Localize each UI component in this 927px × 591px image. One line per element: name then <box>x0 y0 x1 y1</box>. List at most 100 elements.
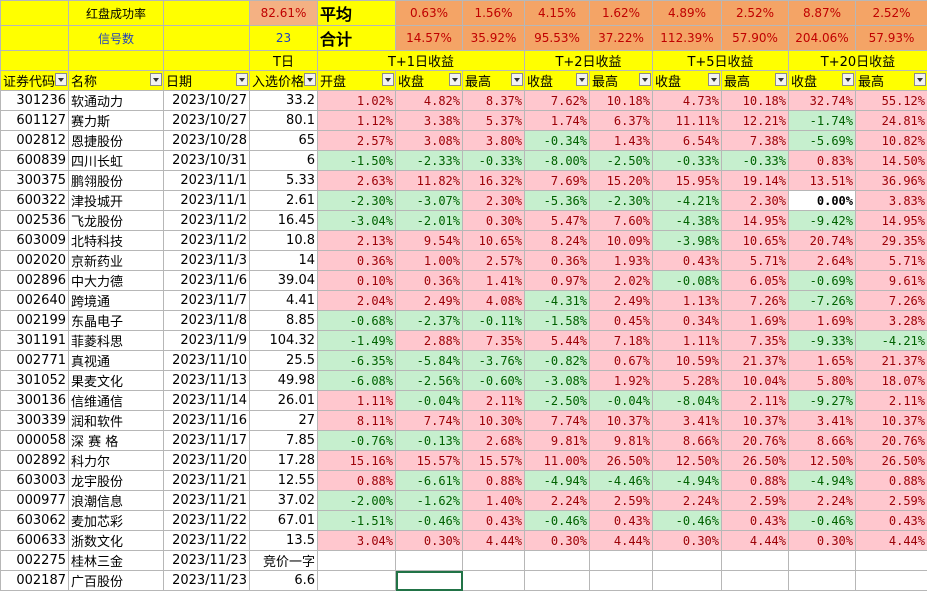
cell-return[interactable]: 1.40% <box>463 491 525 511</box>
cell-price[interactable]: 6 <box>250 151 318 171</box>
cell-return[interactable]: 4.44% <box>856 531 927 551</box>
cell-return[interactable]: 10.82% <box>856 131 927 151</box>
cell-price[interactable]: 13.5 <box>250 531 318 551</box>
cell-return[interactable]: 12.21% <box>722 111 789 131</box>
cell-return[interactable]: 1.69% <box>722 311 789 331</box>
cell-return[interactable]: 7.26% <box>856 291 927 311</box>
cell-return[interactable]: -0.69% <box>789 271 856 291</box>
cell-code[interactable]: 600839 <box>1 151 69 171</box>
cell-return[interactable]: 9.54% <box>396 231 463 251</box>
col-header-t1-close[interactable]: 收盘 <box>396 71 463 91</box>
cell-date[interactable]: 2023/11/6 <box>164 271 250 291</box>
cell-return[interactable]: 20.74% <box>789 231 856 251</box>
cell-return[interactable]: 0.83% <box>789 151 856 171</box>
filter-dropdown-icon[interactable] <box>775 73 787 86</box>
cell-return[interactable]: -1.49% <box>318 331 396 351</box>
cell-code[interactable]: 002187 <box>1 571 69 591</box>
cell-date[interactable]: 2023/11/23 <box>164 551 250 571</box>
cell-name[interactable]: 跨境通 <box>69 291 164 311</box>
cell-price[interactable]: 6.6 <box>250 571 318 591</box>
cell-return[interactable]: 5.28% <box>653 371 722 391</box>
cell-return[interactable]: -2.50% <box>590 151 653 171</box>
cell-return[interactable]: 0.30% <box>396 531 463 551</box>
cell-return[interactable]: 7.74% <box>396 411 463 431</box>
cell-name[interactable]: 京新药业 <box>69 251 164 271</box>
cell-blank[interactable] <box>164 1 250 26</box>
cell-return[interactable]: 9.61% <box>856 271 927 291</box>
cell-return[interactable]: 2.24% <box>525 491 590 511</box>
cell-price[interactable]: 26.01 <box>250 391 318 411</box>
cell-date[interactable]: 2023/11/8 <box>164 311 250 331</box>
cell-return[interactable]: 0.97% <box>525 271 590 291</box>
cell-return[interactable]: 1.92% <box>590 371 653 391</box>
cell-return[interactable]: -0.33% <box>463 151 525 171</box>
cell-return[interactable]: 0.00% <box>789 191 856 211</box>
cell-blank[interactable] <box>164 51 250 71</box>
cell-price[interactable]: 49.98 <box>250 371 318 391</box>
cell-return[interactable]: 26.50% <box>722 451 789 471</box>
cell-return[interactable]: 0.30% <box>653 531 722 551</box>
cell-price[interactable]: 104.32 <box>250 331 318 351</box>
cell-return[interactable]: 1.11% <box>653 331 722 351</box>
cell-return[interactable]: 0.88% <box>722 471 789 491</box>
cell-return[interactable]: -0.46% <box>653 511 722 531</box>
cell-return[interactable]: 14.50% <box>856 151 927 171</box>
cell-return[interactable]: 9.81% <box>590 431 653 451</box>
total-value[interactable]: 14.57% <box>396 26 463 51</box>
cell-date[interactable]: 2023/11/2 <box>164 231 250 251</box>
cell-return[interactable]: -1.51% <box>318 511 396 531</box>
cell-return[interactable]: -2.50% <box>525 391 590 411</box>
cell-return[interactable] <box>318 551 396 571</box>
cell-return[interactable]: 2.13% <box>318 231 396 251</box>
cell-return[interactable]: -9.42% <box>789 211 856 231</box>
total-value[interactable]: 95.53% <box>525 26 590 51</box>
cell-name[interactable]: 飞龙股份 <box>69 211 164 231</box>
cell-return[interactable]: 1.43% <box>590 131 653 151</box>
cell-return[interactable]: -1.74% <box>789 111 856 131</box>
cell-return[interactable]: -0.46% <box>525 511 590 531</box>
cell-return[interactable]: 5.71% <box>856 251 927 271</box>
cell-return[interactable]: -0.60% <box>463 371 525 391</box>
group-t20-header[interactable]: T+20日收益 <box>789 51 927 71</box>
cell-name[interactable]: 浪潮信息 <box>69 491 164 511</box>
cell-return[interactable]: 2.88% <box>396 331 463 351</box>
cell-date[interactable]: 2023/11/16 <box>164 411 250 431</box>
cell-return[interactable]: 11.00% <box>525 451 590 471</box>
count-label[interactable]: 信号数 <box>69 26 164 51</box>
cell-return[interactable]: 15.57% <box>463 451 525 471</box>
cell-return[interactable]: 12.50% <box>789 451 856 471</box>
cell-return[interactable]: 4.73% <box>653 91 722 111</box>
col-header-t1-open[interactable]: 开盘 <box>318 71 396 91</box>
cell-name[interactable]: 四川长虹 <box>69 151 164 171</box>
col-header-t2-high[interactable]: 最高 <box>590 71 653 91</box>
filter-dropdown-icon[interactable] <box>236 73 248 86</box>
cell-name[interactable]: 中大力德 <box>69 271 164 291</box>
cell-date[interactable]: 2023/10/31 <box>164 151 250 171</box>
cell-return[interactable]: -4.21% <box>856 331 927 351</box>
total-value[interactable]: 204.06% <box>789 26 856 51</box>
cell-return[interactable] <box>590 551 653 571</box>
col-header-name[interactable]: 名称 <box>69 71 164 91</box>
cell-return[interactable]: -4.46% <box>590 471 653 491</box>
cell-date[interactable]: 2023/11/20 <box>164 451 250 471</box>
cell-return[interactable]: 2.59% <box>856 491 927 511</box>
cell-return[interactable]: -4.94% <box>525 471 590 491</box>
cell-return[interactable]: 10.18% <box>722 91 789 111</box>
cell-return[interactable]: 7.38% <box>722 131 789 151</box>
cell-return[interactable]: -3.98% <box>653 231 722 251</box>
cell-return[interactable]: 0.43% <box>590 511 653 531</box>
cell-price[interactable]: 10.8 <box>250 231 318 251</box>
cell-return[interactable]: 0.88% <box>318 471 396 491</box>
cell-return[interactable]: 11.11% <box>653 111 722 131</box>
filter-dropdown-icon[interactable] <box>449 73 461 86</box>
total-value[interactable]: 35.92% <box>463 26 525 51</box>
cell-return[interactable]: 1.41% <box>463 271 525 291</box>
cell-return[interactable]: 0.30% <box>463 211 525 231</box>
cell-price[interactable]: 12.55 <box>250 471 318 491</box>
filter-dropdown-icon[interactable] <box>511 73 523 86</box>
avg-value[interactable]: 2.52% <box>856 1 927 26</box>
cell-return[interactable]: 7.62% <box>525 91 590 111</box>
cell-return[interactable]: -3.04% <box>318 211 396 231</box>
cell-price[interactable]: 5.33 <box>250 171 318 191</box>
cell-price[interactable]: 25.5 <box>250 351 318 371</box>
